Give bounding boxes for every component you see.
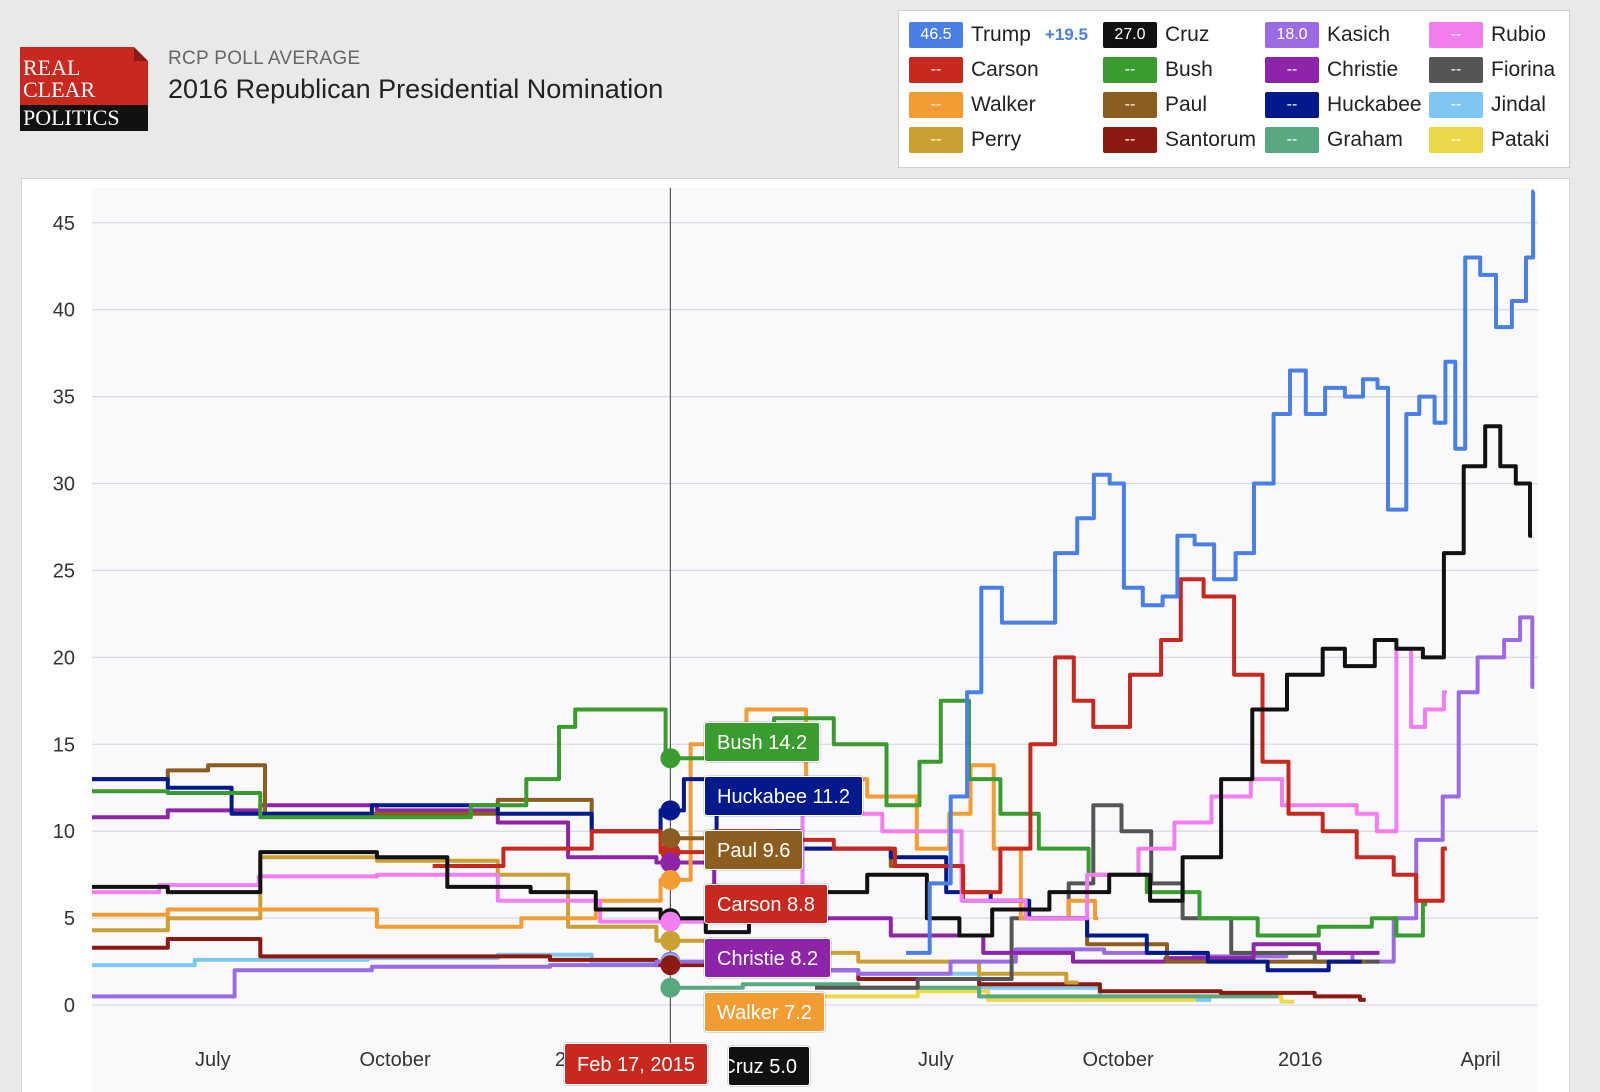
legend-value-rubio: --	[1429, 22, 1483, 48]
crosshair-marker-graham	[660, 977, 681, 998]
y-tick-label-10: 10	[53, 821, 75, 843]
tooltip-huckabee: Huckabee 11.2	[704, 776, 864, 816]
y-tick-label-20: 20	[53, 647, 75, 669]
y-tick-label-30: 30	[53, 474, 75, 496]
x-tick-label-5: October	[1082, 1049, 1153, 1071]
legend-item-kasich[interactable]: 18.0 Kasich	[1265, 21, 1390, 49]
legend-item-graham[interactable]: -- Graham	[1265, 126, 1403, 154]
legend-value-paul: --	[1103, 92, 1157, 118]
legend-value-walker: --	[909, 92, 963, 118]
chart-title: 2016 Republican Presidential Nomination	[168, 74, 664, 104]
y-tick-label-45: 45	[53, 213, 75, 235]
legend-name-perry: Perry	[971, 128, 1022, 151]
legend-value-cruz: 27.0	[1103, 22, 1157, 48]
legend-value-santorum: --	[1103, 127, 1157, 153]
x-tick-label-0: July	[195, 1049, 231, 1071]
chart-supertitle: RCP POLL AVERAGE	[168, 48, 361, 69]
tooltip-carson: Carson 8.8	[704, 884, 828, 924]
legend-name-graham: Graham	[1327, 128, 1403, 151]
logo-line-politics: POLITICS	[20, 105, 148, 131]
logo-line-real: REAL	[23, 55, 81, 80]
series-line-trump[interactable]	[906, 189, 1536, 955]
legend-name-huckabee: Huckabee	[1327, 93, 1422, 116]
legend-value-huckabee: --	[1265, 92, 1319, 118]
legend-item-fiorina[interactable]: -- Fiorina	[1429, 56, 1555, 84]
legend-item-walker[interactable]: -- Walker	[909, 91, 1036, 119]
legend-name-walker: Walker	[971, 93, 1036, 116]
legend-name-fiorina: Fiorina	[1491, 58, 1556, 81]
legend-item-jindal[interactable]: -- Jindal	[1429, 91, 1546, 119]
x-tick-label-4: July	[918, 1049, 954, 1071]
y-tick-label-5: 5	[64, 908, 75, 930]
legend-name-santorum: Santorum	[1165, 128, 1257, 151]
legend-value-perry: --	[909, 127, 963, 153]
series-line-graham[interactable]	[670, 982, 1279, 999]
legend-name-carson: Carson	[971, 58, 1039, 81]
x-tick-label-1: October	[359, 1049, 430, 1071]
crosshair-marker-perry	[660, 930, 681, 951]
legend-item-carson[interactable]: -- Carson	[909, 56, 1039, 84]
x-tick-label-6: 2016	[1278, 1049, 1323, 1071]
legend-name-kasich: Kasich	[1327, 23, 1391, 46]
logo-line-clear: CLEAR	[23, 77, 96, 102]
legend-value-fiorina: --	[1429, 57, 1483, 83]
series-line-fiorina[interactable]	[815, 803, 1380, 990]
legend-value-jindal: --	[1429, 92, 1483, 118]
y-tick-label-0: 0	[64, 995, 75, 1017]
legend-item-christie[interactable]: -- Christie	[1265, 56, 1398, 84]
y-tick-label-15: 15	[53, 734, 75, 756]
tooltip-walker: Walker 7.2	[704, 992, 825, 1032]
tooltip-bush: Bush 14.2	[704, 722, 821, 762]
legend-item-rubio[interactable]: -- Rubio	[1429, 21, 1546, 49]
y-tick-label-40: 40	[53, 300, 75, 322]
series-line-cruz[interactable]	[92, 424, 1533, 938]
logo-top: REAL CLEAR	[20, 47, 148, 105]
crosshair-marker-walker	[660, 869, 681, 890]
rcp-logo[interactable]: REAL CLEAR POLITICS	[20, 47, 148, 131]
legend-value-trump: 46.5	[909, 22, 963, 48]
tooltip-date: Feb 17, 2015	[564, 1043, 708, 1085]
y-tick-label-35: 35	[53, 387, 75, 409]
y-tick-label-25: 25	[53, 560, 75, 582]
legend-lead-margin: +19.5	[1044, 25, 1088, 44]
legend-item-paul[interactable]: -- Paul	[1103, 91, 1207, 119]
legend-name-trump: Trump	[971, 23, 1031, 46]
legend-value-christie: --	[1265, 57, 1319, 83]
legend-item-santorum[interactable]: -- Santorum	[1103, 126, 1256, 154]
crosshair-marker-christie	[660, 852, 681, 873]
logo-fold	[134, 47, 148, 61]
legend-value-carson: --	[909, 57, 963, 83]
legend-name-cruz: Cruz	[1165, 23, 1210, 46]
legend-item-perry[interactable]: -- Perry	[909, 126, 1021, 154]
crosshair-marker-huckabee	[660, 800, 681, 821]
crosshair-marker-santorum	[660, 955, 681, 976]
legend-value-pataki: --	[1429, 127, 1483, 153]
legend-item-trump[interactable]: 46.5 Trump +19.5	[909, 21, 1088, 49]
crosshair-marker-paul	[660, 828, 681, 849]
x-tick-label-7: April	[1461, 1049, 1501, 1071]
tooltip-cruz: Cruz 5.0	[728, 1046, 810, 1086]
tooltip-paul: Paul 9.6	[704, 830, 804, 870]
legend-value-graham: --	[1265, 127, 1319, 153]
crosshair-marker-rubio	[660, 911, 681, 932]
legend-item-bush[interactable]: -- Bush	[1103, 56, 1213, 84]
legend-name-jindal: Jindal	[1491, 93, 1546, 116]
legend: 46.5 Trump +19.5 27.0 Cruz 18.0 Kasich -- Rubio -…	[898, 10, 1570, 168]
legend-name-paul: Paul	[1165, 93, 1208, 116]
legend-name-christie: Christie	[1327, 58, 1399, 81]
series-line-rubio[interactable]	[92, 646, 1447, 924]
legend-value-kasich: 18.0	[1265, 22, 1319, 48]
legend-name-rubio: Rubio	[1491, 23, 1546, 46]
legend-name-pataki: Pataki	[1491, 128, 1550, 151]
series-line-bush[interactable]	[92, 698, 1428, 938]
legend-item-huckabee[interactable]: -- Huckabee	[1265, 91, 1422, 119]
legend-item-pataki[interactable]: -- Pataki	[1429, 126, 1549, 154]
legend-name-bush: Bush	[1165, 58, 1213, 81]
legend-item-cruz[interactable]: 27.0 Cruz	[1103, 21, 1209, 49]
legend-value-bush: --	[1103, 57, 1157, 83]
tooltip-christie: Christie 8.2	[704, 938, 832, 978]
crosshair-marker-bush	[660, 748, 681, 769]
